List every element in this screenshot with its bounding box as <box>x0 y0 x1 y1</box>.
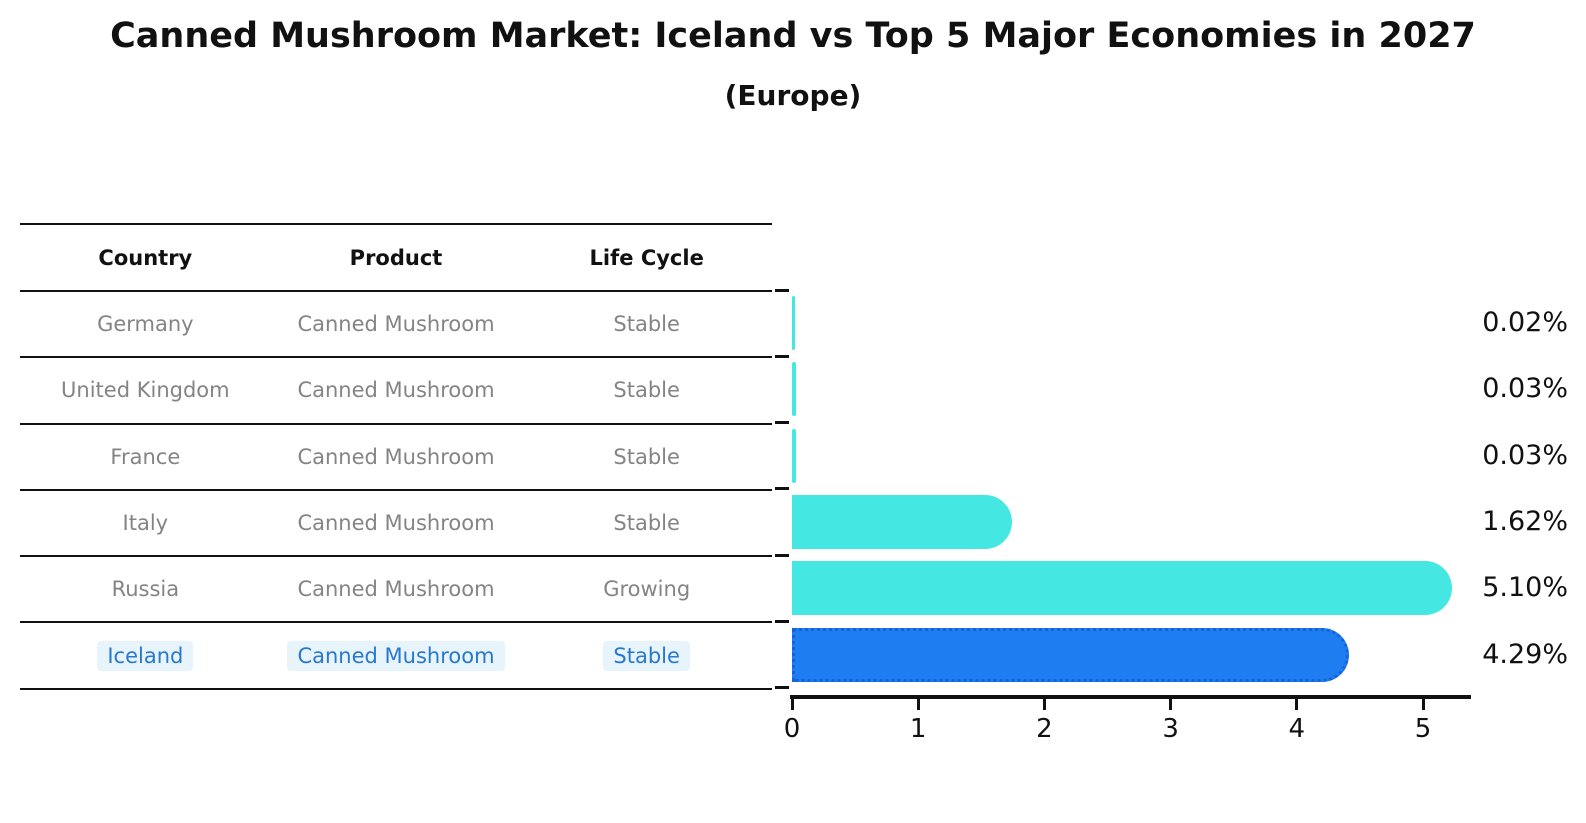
table-cell-product: Canned Mushroom <box>271 378 522 402</box>
bar-iceland <box>792 627 1350 682</box>
table-row: France Canned Mushroom Stable <box>20 425 772 491</box>
table-row: Italy Canned Mushroom Stable <box>20 491 772 558</box>
cell-text-life_cycle: Stable <box>613 312 680 337</box>
cell-text-life_cycle: Stable <box>613 511 680 536</box>
cell-text-life_cycle: Growing <box>603 577 691 602</box>
table-cell-product: Canned Mushroom <box>271 577 522 601</box>
cell-text-product: Canned Mushroom <box>297 577 495 602</box>
cell-text-country: Iceland <box>97 640 194 671</box>
cell-text-product: Canned Mushroom <box>287 640 505 671</box>
table-cell-life-cycle: Stable <box>521 445 772 469</box>
table-cell-life-cycle: Stable <box>521 511 772 535</box>
table-cell-country: United Kingdom <box>20 378 271 402</box>
bar-france <box>792 428 796 483</box>
table-header-row: Country Product Life Cycle <box>20 225 772 292</box>
table-cell-product: Canned Mushroom <box>271 511 522 535</box>
cell-text-country: France <box>110 444 181 469</box>
y-axis-tick <box>775 686 789 690</box>
table-cell-product: Canned Mushroom <box>271 640 522 671</box>
table-body: Germany Canned Mushroom Stable United Ki… <box>20 292 772 690</box>
table-row: Germany Canned Mushroom Stable <box>20 292 772 359</box>
table-cell-life-cycle: Stable <box>521 312 772 336</box>
y-axis-tick <box>775 421 789 425</box>
cell-text-country: Germany <box>97 312 194 337</box>
value-label-iceland: 4.29% <box>1482 638 1568 670</box>
chart-title: Canned Mushroom Market: Iceland vs Top 5… <box>110 16 1476 56</box>
value-label-italy: 1.62% <box>1482 506 1568 538</box>
chart-subtitle: (Europe) <box>724 79 862 112</box>
x-axis-tick-label: 3 <box>1162 714 1179 744</box>
x-axis-tick-label: 1 <box>909 714 927 744</box>
value-label-united-kingdom: 0.03% <box>1482 373 1568 405</box>
table-cell-country: Russia <box>20 577 271 601</box>
table-cell-product: Canned Mushroom <box>271 312 522 336</box>
cell-text-product: Canned Mushroom <box>297 312 495 337</box>
cell-text-country: Russia <box>111 577 180 602</box>
cell-text-country: Italy <box>122 511 169 536</box>
table-header-product: Product <box>349 245 443 270</box>
cell-text-product: Canned Mushroom <box>297 444 495 469</box>
x-axis-tick <box>790 698 794 710</box>
table-cell-country: Iceland <box>20 640 271 671</box>
cell-text-life_cycle: Stable <box>613 444 680 469</box>
table-cell-country: France <box>20 445 271 469</box>
y-axis-tick <box>775 487 789 491</box>
table-cell-life-cycle: Stable <box>521 640 772 671</box>
x-axis-tick <box>1295 698 1299 710</box>
cell-text-life_cycle: Stable <box>613 378 680 403</box>
y-axis-tick <box>775 354 789 358</box>
table-cell-country: Germany <box>20 312 271 336</box>
bar-germany <box>792 296 795 351</box>
table-row: United Kingdom Canned Mushroom Stable <box>20 358 772 425</box>
country-table: Country Product Life Cycle Germany Canne… <box>20 223 772 690</box>
x-axis-tick-label: 5 <box>1414 714 1432 744</box>
value-label-france: 0.03% <box>1482 439 1568 471</box>
table-row: Russia Canned Mushroom Growing <box>20 557 772 624</box>
value-label-germany: 0.02% <box>1482 307 1568 339</box>
x-axis-tick-label: 4 <box>1288 714 1306 744</box>
bar-united-kingdom <box>792 362 796 417</box>
table-row: Iceland Canned Mushroom Stable <box>20 623 772 690</box>
x-axis-tick <box>1042 698 1046 710</box>
table-header-country: Country <box>98 245 193 270</box>
bar-italy <box>792 495 1013 550</box>
x-axis-tick-label: 0 <box>783 714 801 744</box>
cell-text-product: Canned Mushroom <box>297 378 495 403</box>
bar-russia <box>792 561 1452 616</box>
table-cell-life-cycle: Growing <box>521 577 772 601</box>
value-label-russia: 5.10% <box>1482 572 1568 604</box>
x-axis-line <box>790 695 1471 699</box>
x-axis-tick <box>1421 698 1425 710</box>
x-axis-tick <box>916 698 920 710</box>
y-axis-tick <box>775 620 789 624</box>
y-axis-tick <box>775 288 789 292</box>
cell-text-life_cycle: Stable <box>603 640 690 671</box>
cell-text-product: Canned Mushroom <box>297 511 495 536</box>
y-axis-tick <box>775 553 789 557</box>
x-axis-tick <box>1169 698 1173 710</box>
x-axis-tick-label: 2 <box>1036 714 1053 744</box>
table-cell-product: Canned Mushroom <box>271 445 522 469</box>
table-cell-country: Italy <box>20 511 271 535</box>
table-header-life-cycle: Life Cycle <box>589 245 704 270</box>
table-cell-life-cycle: Stable <box>521 378 772 402</box>
cell-text-country: United Kingdom <box>61 378 230 403</box>
